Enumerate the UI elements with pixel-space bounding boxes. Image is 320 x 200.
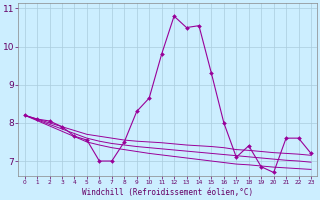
X-axis label: Windchill (Refroidissement éolien,°C): Windchill (Refroidissement éolien,°C) [82, 188, 253, 197]
